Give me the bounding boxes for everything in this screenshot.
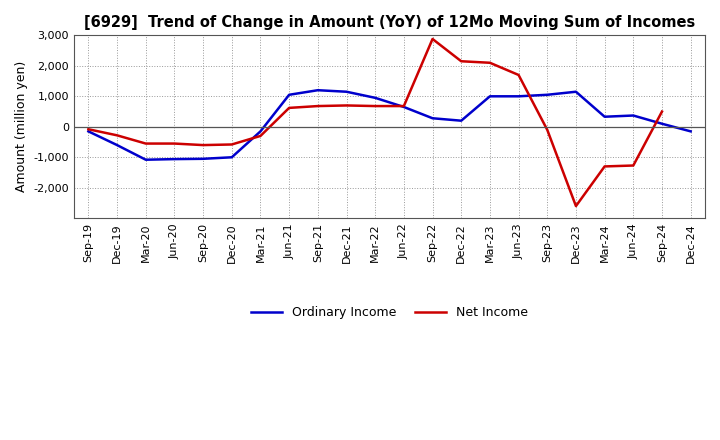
Net Income: [514, 72, 523, 77]
Net Income: [84, 127, 93, 132]
Net Income: [428, 37, 437, 42]
Ordinary Income: [457, 118, 466, 123]
Ordinary Income: [228, 154, 236, 160]
Legend: Ordinary Income, Net Income: Ordinary Income, Net Income: [246, 301, 534, 324]
Net Income: [285, 105, 294, 110]
Ordinary Income: [113, 143, 122, 148]
Ordinary Income: [629, 113, 638, 118]
Ordinary Income: [428, 116, 437, 121]
Net Income: [371, 103, 379, 109]
Net Income: [543, 127, 552, 132]
Ordinary Income: [141, 157, 150, 162]
Line: Ordinary Income: Ordinary Income: [89, 90, 690, 160]
Ordinary Income: [400, 104, 408, 110]
Y-axis label: Amount (million yen): Amount (million yen): [15, 61, 28, 192]
Net Income: [400, 103, 408, 109]
Net Income: [113, 133, 122, 138]
Net Income: [629, 163, 638, 168]
Ordinary Income: [572, 89, 580, 94]
Ordinary Income: [256, 129, 265, 134]
Ordinary Income: [657, 121, 666, 126]
Ordinary Income: [600, 114, 609, 119]
Ordinary Income: [371, 95, 379, 100]
Ordinary Income: [84, 129, 93, 134]
Ordinary Income: [514, 94, 523, 99]
Net Income: [313, 103, 322, 109]
Net Income: [199, 143, 207, 148]
Net Income: [600, 164, 609, 169]
Ordinary Income: [199, 156, 207, 161]
Net Income: [170, 141, 179, 146]
Ordinary Income: [485, 94, 494, 99]
Ordinary Income: [686, 129, 695, 134]
Ordinary Income: [313, 88, 322, 93]
Net Income: [457, 59, 466, 64]
Net Income: [342, 103, 351, 108]
Ordinary Income: [342, 89, 351, 94]
Net Income: [228, 142, 236, 147]
Net Income: [572, 203, 580, 209]
Ordinary Income: [170, 157, 179, 162]
Net Income: [256, 133, 265, 139]
Net Income: [141, 141, 150, 146]
Title: [6929]  Trend of Change in Amount (YoY) of 12Mo Moving Sum of Incomes: [6929] Trend of Change in Amount (YoY) o…: [84, 15, 695, 30]
Line: Net Income: Net Income: [89, 39, 662, 206]
Net Income: [485, 60, 494, 66]
Net Income: [657, 109, 666, 114]
Ordinary Income: [543, 92, 552, 97]
Ordinary Income: [285, 92, 294, 97]
